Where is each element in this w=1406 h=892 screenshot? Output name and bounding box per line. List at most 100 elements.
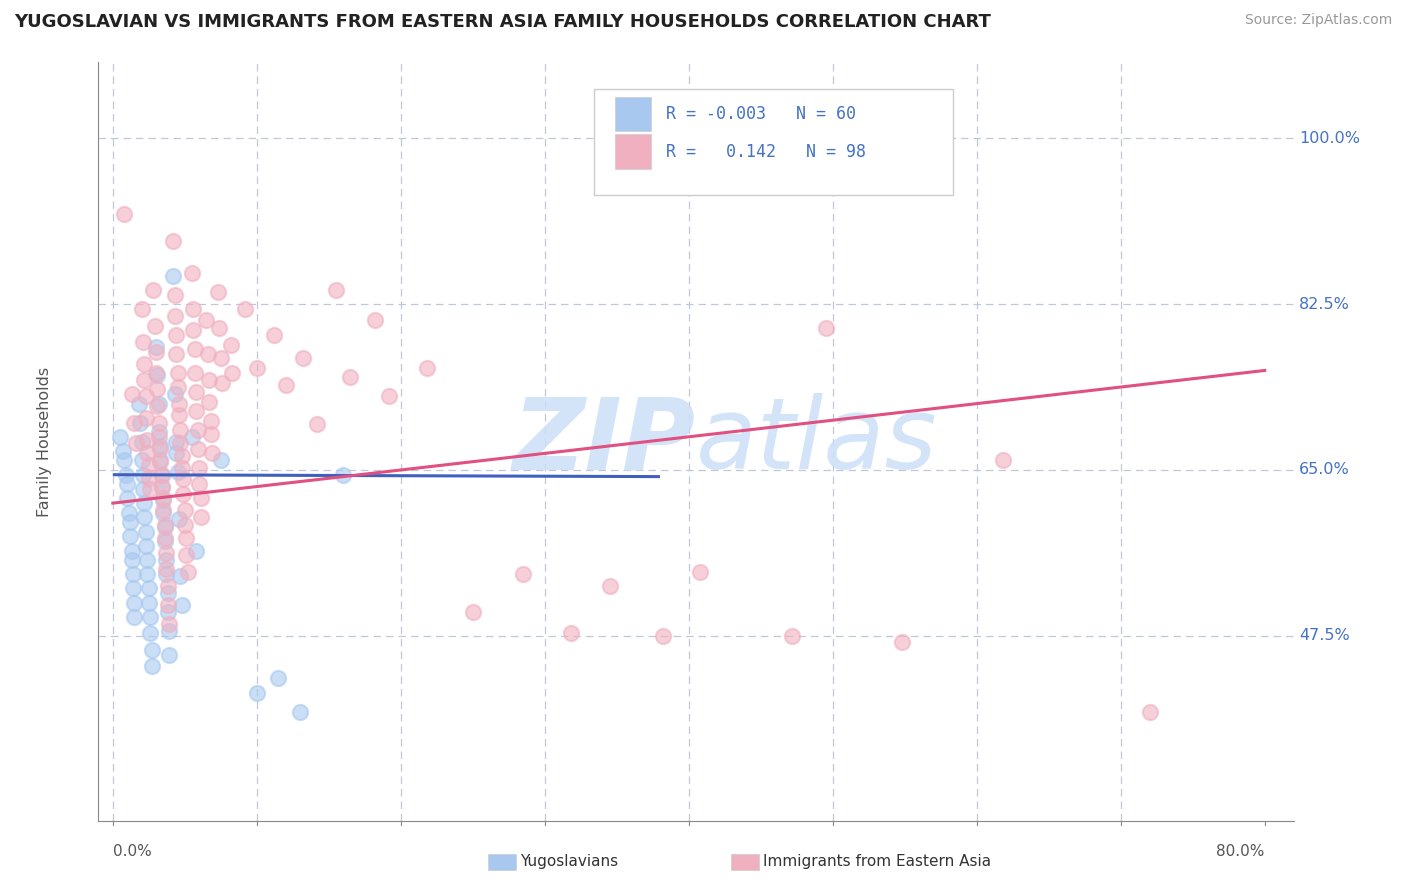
Point: [120, 515, 142, 529]
Point: [187, 423, 209, 437]
Point: [332, 467, 354, 482]
Point: [190, 491, 212, 506]
Point: [157, 624, 180, 639]
Point: [125, 436, 148, 450]
Point: [145, 367, 167, 381]
Point: [145, 344, 167, 359]
Point: [200, 414, 222, 428]
FancyBboxPatch shape: [614, 96, 651, 130]
Point: [155, 546, 177, 560]
Point: [782, 629, 804, 643]
Point: [173, 518, 195, 533]
Point: [181, 430, 204, 444]
Point: [141, 659, 163, 673]
Point: [152, 493, 174, 508]
Point: [364, 313, 387, 327]
Text: 100.0%: 100.0%: [1299, 131, 1360, 145]
Point: [108, 430, 131, 444]
Point: [172, 486, 194, 500]
Point: [131, 301, 153, 316]
Point: [246, 360, 269, 375]
Point: [135, 410, 157, 425]
Point: [307, 417, 329, 432]
Point: [152, 503, 174, 517]
Point: [121, 387, 143, 401]
Text: 47.5%: 47.5%: [1299, 628, 1350, 643]
Point: [152, 506, 174, 520]
Text: Source: ZipAtlas.com: Source: ZipAtlas.com: [1244, 13, 1392, 28]
Point: [149, 455, 172, 469]
Point: [146, 368, 169, 383]
Point: [149, 442, 172, 457]
Point: [188, 477, 211, 491]
Point: [146, 399, 169, 413]
Point: [136, 433, 159, 447]
Point: [183, 301, 205, 316]
Point: [129, 416, 152, 430]
Point: [150, 480, 173, 494]
Point: [209, 351, 232, 366]
Point: [184, 342, 207, 356]
Point: [187, 442, 209, 457]
Point: [153, 534, 176, 549]
Text: Yugoslavians: Yugoslavians: [520, 855, 619, 869]
Point: [150, 467, 173, 482]
Point: [135, 539, 157, 553]
Point: [152, 491, 174, 506]
Point: [134, 357, 156, 371]
Point: [162, 268, 184, 283]
FancyBboxPatch shape: [614, 135, 651, 169]
Point: [139, 482, 162, 496]
Point: [145, 340, 167, 354]
Point: [197, 347, 219, 361]
Point: [132, 467, 155, 482]
Point: [170, 449, 193, 463]
Point: [169, 436, 191, 450]
Point: [150, 467, 173, 482]
Point: [208, 321, 231, 335]
Point: [170, 598, 193, 612]
Point: [153, 531, 176, 545]
Point: [141, 643, 163, 657]
Point: [153, 518, 176, 533]
Point: [163, 310, 186, 324]
Point: [200, 427, 222, 442]
Point: [134, 373, 156, 387]
Point: [325, 283, 347, 297]
Point: [207, 285, 229, 299]
Point: [512, 567, 534, 582]
Point: [599, 579, 621, 593]
Point: [176, 566, 198, 580]
Point: [689, 566, 711, 580]
Text: 0.0%: 0.0%: [112, 845, 152, 859]
Point: [184, 367, 207, 381]
Point: [267, 672, 290, 686]
Text: atlas: atlas: [696, 393, 938, 490]
Point: [233, 301, 256, 316]
Point: [120, 529, 142, 543]
Point: [163, 387, 186, 401]
Point: [166, 465, 188, 479]
Text: R =   0.142   N = 98: R = 0.142 N = 98: [666, 143, 866, 161]
Point: [111, 444, 134, 458]
Point: [155, 562, 177, 576]
Text: Family Households: Family Households: [37, 367, 52, 516]
Point: [167, 512, 190, 526]
Point: [112, 453, 135, 467]
Point: [198, 373, 221, 387]
Point: [157, 648, 180, 662]
Point: [135, 524, 157, 539]
Point: [124, 416, 146, 430]
Point: [186, 385, 208, 400]
Point: [165, 446, 187, 460]
Point: [560, 626, 582, 640]
Text: Immigrants from Eastern Asia: Immigrants from Eastern Asia: [763, 855, 991, 869]
Point: [155, 553, 177, 567]
Point: [339, 370, 361, 384]
Point: [195, 313, 218, 327]
Point: [131, 434, 153, 449]
Point: [246, 686, 269, 700]
Point: [186, 404, 208, 418]
Point: [138, 596, 160, 610]
Point: [174, 548, 197, 563]
